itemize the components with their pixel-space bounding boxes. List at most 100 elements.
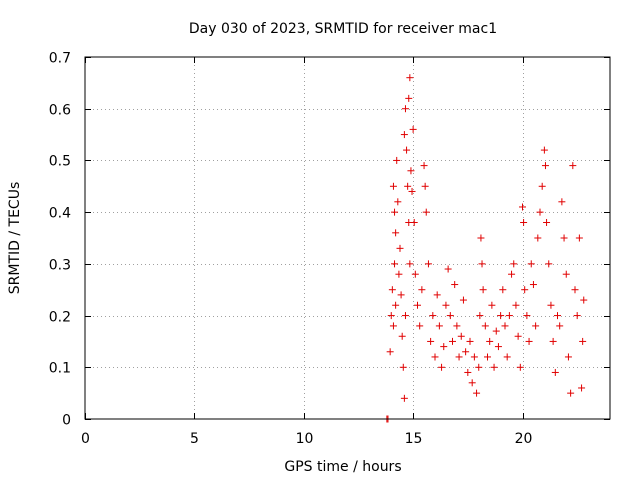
- data-point: [516, 363, 524, 371]
- y-tick-label: 0.3: [49, 258, 71, 274]
- data-point: [519, 203, 526, 211]
- y-tick-label: 0.7: [49, 51, 71, 67]
- data-point: [406, 260, 414, 268]
- data-point: [475, 363, 483, 371]
- data-point: [567, 389, 575, 397]
- data-point: [564, 353, 572, 361]
- data-point: [505, 312, 513, 320]
- data-point: [481, 322, 489, 330]
- y-axis-label: SRMTID / TECUs: [7, 182, 23, 295]
- data-point: [431, 353, 439, 361]
- data-point: [580, 296, 588, 304]
- data-point: [479, 286, 487, 294]
- data-point: [573, 312, 581, 320]
- data-point: [473, 389, 481, 397]
- data-point: [551, 368, 559, 376]
- data-point: [405, 94, 413, 102]
- data-point: [499, 286, 507, 294]
- data-point: [477, 234, 485, 242]
- data-point: [398, 332, 406, 340]
- data-point: [400, 394, 408, 402]
- data-point: [408, 187, 416, 195]
- data-point: [427, 337, 435, 345]
- data-point: [532, 322, 540, 330]
- data-point: [508, 270, 516, 278]
- data-point: [527, 260, 535, 268]
- data-point: [401, 105, 409, 113]
- data-point: [422, 208, 430, 216]
- data-point: [449, 337, 456, 345]
- data-point: [429, 312, 437, 320]
- data-point: [401, 312, 409, 320]
- data-point: [406, 74, 414, 82]
- data-point: [433, 291, 441, 299]
- data-point: [545, 260, 553, 268]
- data-point: [494, 343, 502, 351]
- plot-frame: [84, 56, 611, 420]
- data-point: [484, 353, 491, 361]
- chart-title: Day 030 of 2023, SRMTID for receiver mac…: [189, 21, 497, 37]
- data-point: [418, 286, 426, 294]
- data-point: [466, 337, 474, 345]
- data-point: [538, 182, 546, 190]
- data-point: [444, 265, 452, 273]
- y-tick-label: 0.2: [49, 310, 71, 326]
- x-axis-label: GPS time / hours: [284, 459, 401, 475]
- y-tick-label: 0.4: [49, 206, 71, 222]
- data-point: [403, 146, 411, 154]
- data-point: [392, 229, 400, 237]
- y-tick-label: 0.1: [49, 361, 71, 377]
- data-point: [399, 363, 407, 371]
- x-tick-label: 20: [515, 431, 533, 447]
- data-point: [488, 301, 496, 309]
- data-point: [569, 162, 577, 170]
- x-tick-label: 10: [296, 431, 314, 447]
- data-point: [468, 379, 476, 387]
- data-point: [395, 270, 403, 278]
- data-point: [514, 332, 522, 340]
- data-point: [440, 343, 448, 351]
- data-point: [578, 384, 586, 392]
- axis-ticks: 0 5 10 15 20 0 0.1 0.2 0.3 0.4 0.5 0.6 0.7: [49, 51, 610, 447]
- data-point: [503, 353, 511, 361]
- data-point: [464, 368, 472, 376]
- data-point: [525, 337, 533, 345]
- data-point: [486, 337, 494, 345]
- grid-lines: [85, 57, 610, 419]
- data-points: [383, 74, 588, 423]
- data-point: [457, 332, 465, 340]
- data-point: [497, 312, 505, 320]
- data-point: [453, 322, 461, 330]
- y-tick-label: 0: [62, 413, 71, 429]
- data-point: [492, 327, 500, 335]
- data-point: [392, 301, 400, 309]
- data-point: [562, 270, 570, 278]
- x-tick-label: 5: [190, 431, 199, 447]
- data-point: [520, 218, 528, 226]
- data-point: [391, 208, 399, 216]
- data-point: [420, 162, 428, 170]
- data-point: [571, 286, 579, 294]
- data-point: [414, 301, 421, 309]
- data-point: [510, 260, 518, 268]
- data-point: [512, 301, 520, 309]
- y-tick-label: 0.5: [49, 154, 71, 170]
- data-point: [534, 234, 542, 242]
- data-point: [404, 182, 412, 190]
- data-point: [554, 312, 561, 320]
- data-point: [435, 322, 443, 330]
- data-point: [442, 301, 450, 309]
- data-point: [391, 260, 399, 268]
- y-tick-label: 0.6: [49, 103, 71, 119]
- data-point: [575, 234, 583, 242]
- data-point: [416, 322, 424, 330]
- data-point: [424, 260, 432, 268]
- data-point: [521, 286, 529, 294]
- data-point: [438, 363, 446, 371]
- data-point: [411, 270, 419, 278]
- data-point: [579, 337, 587, 345]
- data-point: [407, 167, 415, 175]
- data-point: [490, 363, 498, 371]
